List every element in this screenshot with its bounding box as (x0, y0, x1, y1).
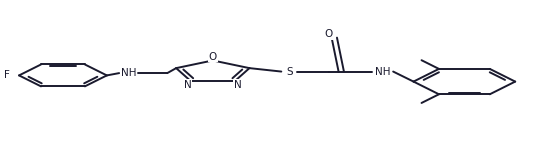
Text: F: F (4, 70, 10, 80)
Text: O: O (325, 29, 333, 39)
Text: O: O (209, 52, 217, 62)
Text: N: N (234, 80, 242, 90)
Text: S: S (286, 67, 293, 77)
Text: N: N (183, 80, 192, 90)
Text: NH: NH (375, 67, 390, 77)
Text: NH: NH (121, 68, 137, 78)
